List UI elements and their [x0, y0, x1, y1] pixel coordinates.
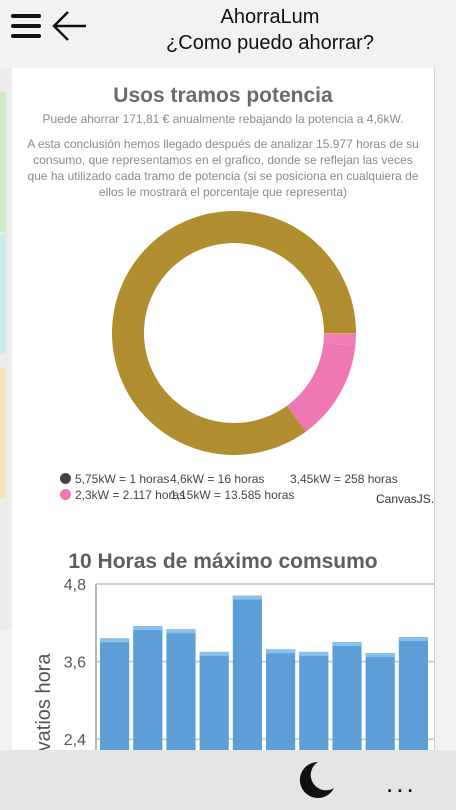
bar-8[interactable] [365, 653, 395, 750]
bar-1[interactable] [133, 626, 163, 750]
bar-2[interactable] [166, 629, 196, 750]
legend-item-2[interactable]: 3,45kW = 258 horas [290, 472, 398, 486]
legend-item-0[interactable]: 5,75kW = 1 horas [60, 472, 169, 486]
app-header: AhorraLum ¿Como puedo ahorrar? [0, 0, 456, 60]
bar-highlight-8 [365, 653, 395, 658]
bar-highlight-2 [166, 629, 196, 634]
content-border [434, 68, 435, 750]
main-content[interactable]: Usos tramos potencia Puede ahorrar 171,8… [12, 68, 434, 750]
app-title: AhorraLum [220, 6, 320, 28]
legend-dot-3 [60, 489, 71, 500]
section-title-usos: Usos tramos potencia [113, 84, 333, 107]
legend-item-3[interactable]: 2,3kW = 2.117 horas [60, 488, 185, 502]
y-tick-label-1: 3,6 [64, 655, 86, 672]
bar-7[interactable] [332, 642, 362, 750]
legend-label-2: 3,45kW = 258 horas [290, 472, 398, 486]
bar-3[interactable] [199, 651, 229, 750]
doughnut-slice-3[interactable] [287, 342, 356, 432]
bar-highlight-0 [100, 638, 130, 643]
bar-highlight-4 [232, 595, 262, 600]
bar-chart[interactable]: 4,8 3,6 2,4 ovatios hora [12, 568, 434, 750]
savings-summary: Puede ahorrar 171,81 € anualmente rebaja… [42, 112, 404, 126]
legend-label-0: 5,75kW = 1 horas [75, 472, 170, 486]
legend-item-1[interactable]: 4,6kW = 16 horas [170, 472, 264, 486]
moon-icon[interactable] [294, 758, 338, 802]
y-tick-label-2: 2,4 [64, 732, 86, 749]
bar-5[interactable] [266, 649, 296, 750]
analysis-description: A esta conclusión hemos llegado después … [27, 137, 419, 199]
doughnut-slice-1[interactable] [323, 333, 356, 334]
more-options-button[interactable]: ... [386, 768, 417, 798]
y-tick-label-0: 4,8 [64, 577, 86, 594]
bar-highlight-5 [266, 649, 296, 654]
bar-highlight-7 [332, 642, 362, 647]
legend-label-3: 2,3kW = 2.117 horas [75, 488, 186, 502]
page-subtitle: ¿Como puedo ahorrar? [166, 32, 374, 54]
section-title-horas: 10 Horas de máximo comsumo [68, 550, 378, 573]
bar-highlight-3 [199, 651, 229, 656]
doughnut-slice-2[interactable] [323, 333, 356, 347]
y-axis-label: ovatios hora [33, 653, 55, 750]
bar-0[interactable] [100, 638, 130, 750]
bar-highlight-1 [133, 626, 163, 631]
bar-9[interactable] [398, 637, 428, 750]
bar-6[interactable] [299, 651, 329, 750]
bar-highlight-6 [299, 651, 329, 656]
chart-credit: CanvasJS.com [376, 492, 434, 506]
bar-highlight-9 [398, 637, 428, 642]
arrow-left-icon[interactable] [52, 10, 88, 42]
legend-label-4: 1,15kW = 13.585 horas [170, 488, 295, 502]
app-bar: ... [0, 750, 456, 810]
legend-dot-0 [60, 473, 71, 484]
bar-4[interactable] [232, 595, 262, 750]
legend-label-1: 4,6kW = 16 horas [170, 472, 265, 486]
doughnut-chart[interactable] [12, 208, 434, 468]
hamburger-icon[interactable] [11, 14, 41, 38]
legend-item-4[interactable]: 1,15kW = 13.585 horas [170, 488, 294, 502]
